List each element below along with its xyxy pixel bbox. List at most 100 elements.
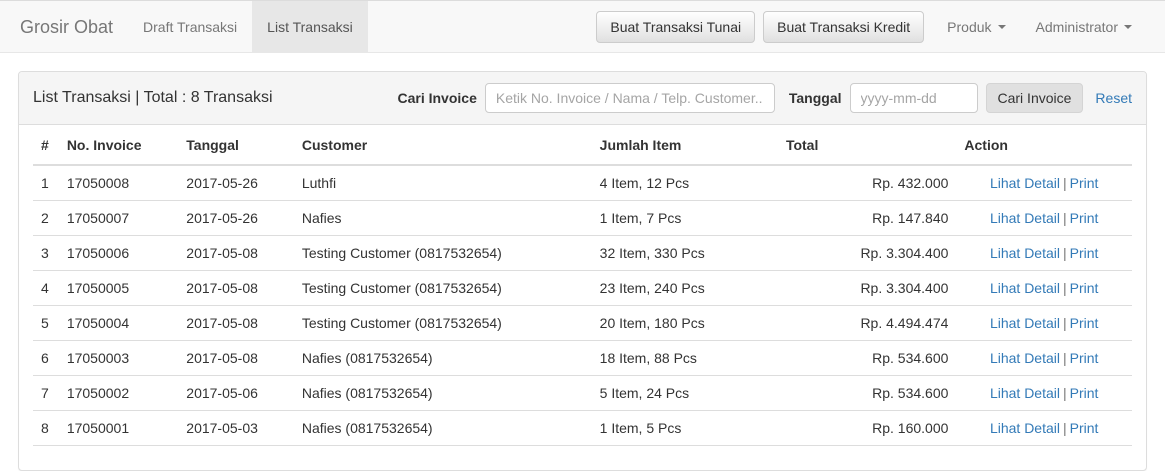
action-separator: | bbox=[1063, 385, 1067, 401]
table-body: 1 17050008 2017-05-26 Luthfi 4 Item, 12 Pcs R… bbox=[33, 165, 1132, 446]
print-link[interactable]: Print bbox=[1069, 245, 1099, 261]
lihat-detail-link[interactable]: Lihat Detail bbox=[989, 280, 1060, 296]
nav-item-list-transaksi[interactable]: List Transaksi bbox=[252, 1, 368, 52]
nav-item-draft-transaksi[interactable]: Draft Transaksi bbox=[143, 18, 238, 35]
navbar-brand[interactable]: Grosir Obat bbox=[20, 16, 114, 37]
cell-action: Lihat Detail | Print bbox=[956, 235, 1132, 271]
cell-num: 6 bbox=[33, 340, 59, 376]
cell-total: Rp. 147.840 bbox=[777, 200, 957, 236]
panel-heading: List Transaksi | Total : 8 Transaksi Car… bbox=[19, 72, 1146, 125]
column-header-action: Action bbox=[956, 125, 1132, 166]
nav-dropdown-produk-label: Produk bbox=[947, 18, 992, 35]
cell-date: 2017-05-08 bbox=[178, 305, 294, 341]
cell-invoice: 17050006 bbox=[58, 235, 179, 271]
column-header-items: Jumlah Item bbox=[591, 125, 778, 166]
action-separator: | bbox=[1063, 175, 1067, 191]
table-row: 2 17050007 2017-05-26 Nafies 1 Item, 7 Pcs Rp… bbox=[33, 200, 1132, 236]
action-separator: | bbox=[1063, 210, 1067, 226]
cell-items: 18 Item, 88 Pcs bbox=[591, 340, 778, 376]
cell-total: Rp. 4.494.474 bbox=[777, 305, 957, 341]
print-link[interactable]: Print bbox=[1069, 315, 1099, 331]
list-transaksi-panel: List Transaksi | Total : 8 Transaksi Car… bbox=[18, 71, 1147, 471]
nav-dropdown-administrator[interactable]: Administrator bbox=[1021, 19, 1147, 35]
column-header-total: Total bbox=[777, 125, 957, 166]
cell-date: 2017-05-03 bbox=[178, 410, 294, 446]
cell-invoice: 17050007 bbox=[58, 200, 179, 236]
chevron-down-icon bbox=[997, 24, 1006, 29]
cell-customer: Testing Customer (0817532654) bbox=[293, 270, 592, 306]
panel-heading-controls: Cari Invoice Tanggal Cari Invoice Reset bbox=[397, 83, 1132, 113]
cell-date: 2017-05-26 bbox=[178, 165, 294, 201]
print-link[interactable]: Print bbox=[1069, 420, 1099, 436]
buat-transaksi-tunai-button[interactable]: Buat Transaksi Tunai bbox=[596, 10, 756, 43]
date-label: Tanggal bbox=[788, 90, 842, 106]
table-row: 5 17050004 2017-05-08 Testing Customer (081… bbox=[33, 305, 1132, 341]
cell-action: Lihat Detail | Print bbox=[956, 340, 1132, 376]
nav-dropdown-produk[interactable]: Produk bbox=[932, 19, 1020, 35]
date-input[interactable] bbox=[849, 83, 978, 113]
column-header-customer: Customer bbox=[293, 125, 592, 166]
cell-items: 4 Item, 12 Pcs bbox=[591, 165, 778, 201]
search-input[interactable] bbox=[484, 83, 775, 113]
print-link[interactable]: Print bbox=[1069, 210, 1099, 226]
cari-invoice-button[interactable]: Cari Invoice bbox=[985, 83, 1084, 113]
print-link[interactable]: Print bbox=[1069, 385, 1099, 401]
table-head: # No. Invoice Tanggal Customer Jumlah It… bbox=[33, 125, 1132, 166]
table-row: 1 17050008 2017-05-26 Luthfi 4 Item, 12 Pcs R… bbox=[33, 165, 1132, 201]
lihat-detail-link[interactable]: Lihat Detail bbox=[989, 420, 1060, 436]
chevron-down-icon bbox=[1124, 24, 1132, 29]
lihat-detail-link[interactable]: Lihat Detail bbox=[989, 210, 1060, 226]
lihat-detail-link[interactable]: Lihat Detail bbox=[989, 385, 1060, 401]
lihat-detail-link[interactable]: Lihat Detail bbox=[989, 315, 1060, 331]
panel-body: # No. Invoice Tanggal Customer Jumlah It… bbox=[19, 125, 1146, 446]
cell-action: Lihat Detail | Print bbox=[956, 375, 1132, 411]
cell-items: 23 Item, 240 Pcs bbox=[591, 270, 778, 306]
cell-items: 32 Item, 330 Pcs bbox=[591, 235, 778, 271]
cell-action: Lihat Detail | Print bbox=[956, 305, 1132, 341]
cell-invoice: 17050002 bbox=[58, 375, 179, 411]
buat-transaksi-kredit-button[interactable]: Buat Transaksi Kredit bbox=[763, 10, 925, 43]
cell-num: 1 bbox=[33, 165, 59, 201]
page-container: List Transaksi | Total : 8 Transaksi Car… bbox=[0, 53, 1165, 471]
cell-action: Lihat Detail | Print bbox=[956, 200, 1132, 236]
cell-action: Lihat Detail | Print bbox=[956, 270, 1132, 306]
cell-date: 2017-05-08 bbox=[178, 235, 294, 271]
lihat-detail-link[interactable]: Lihat Detail bbox=[989, 175, 1060, 191]
action-separator: | bbox=[1063, 245, 1067, 261]
cell-customer: Testing Customer (0817532654) bbox=[293, 235, 592, 271]
cell-total: Rp. 3.304.400 bbox=[777, 235, 957, 271]
cell-customer: Luthfi bbox=[293, 165, 592, 201]
cell-customer: Nafies (0817532654) bbox=[293, 410, 592, 446]
transactions-table: # No. Invoice Tanggal Customer Jumlah It… bbox=[33, 125, 1132, 446]
cell-customer: Nafies bbox=[293, 200, 592, 236]
reset-link[interactable]: Reset bbox=[1095, 90, 1132, 106]
navbar-left-group: Grosir Obat Draft Transaksi List Transak… bbox=[0, 1, 368, 52]
cell-num: 7 bbox=[33, 375, 59, 411]
print-link[interactable]: Print bbox=[1069, 175, 1099, 191]
cell-invoice: 17050001 bbox=[58, 410, 179, 446]
print-link[interactable]: Print bbox=[1069, 350, 1099, 366]
cell-action: Lihat Detail | Print bbox=[956, 165, 1132, 201]
navbar-right-group: Buat Transaksi Tunai Buat Transaksi Kred… bbox=[596, 1, 1165, 52]
cell-items: 1 Item, 5 Pcs bbox=[591, 410, 778, 446]
column-header-num: # bbox=[33, 125, 59, 166]
table-row: 3 17050006 2017-05-08 Testing Customer (081… bbox=[33, 235, 1132, 271]
cell-num: 2 bbox=[33, 200, 59, 236]
table-row: 8 17050001 2017-05-03 Nafies (0817532654) 1 … bbox=[33, 410, 1132, 446]
cell-date: 2017-05-08 bbox=[178, 270, 294, 306]
cell-items: 5 Item, 24 Pcs bbox=[591, 375, 778, 411]
cell-customer: Testing Customer (0817532654) bbox=[293, 305, 592, 341]
lihat-detail-link[interactable]: Lihat Detail bbox=[989, 245, 1060, 261]
cell-num: 4 bbox=[33, 270, 59, 306]
search-label: Cari Invoice bbox=[397, 90, 477, 106]
cell-num: 5 bbox=[33, 305, 59, 341]
column-header-invoice: No. Invoice bbox=[58, 125, 179, 166]
page-title: List Transaksi | Total : 8 Transaksi bbox=[33, 89, 273, 106]
cell-invoice: 17050003 bbox=[58, 340, 179, 376]
action-separator: | bbox=[1063, 280, 1067, 296]
cell-items: 1 Item, 7 Pcs bbox=[591, 200, 778, 236]
lihat-detail-link[interactable]: Lihat Detail bbox=[989, 350, 1060, 366]
cell-date: 2017-05-08 bbox=[178, 340, 294, 376]
print-link[interactable]: Print bbox=[1069, 280, 1099, 296]
cell-num: 8 bbox=[33, 410, 59, 446]
